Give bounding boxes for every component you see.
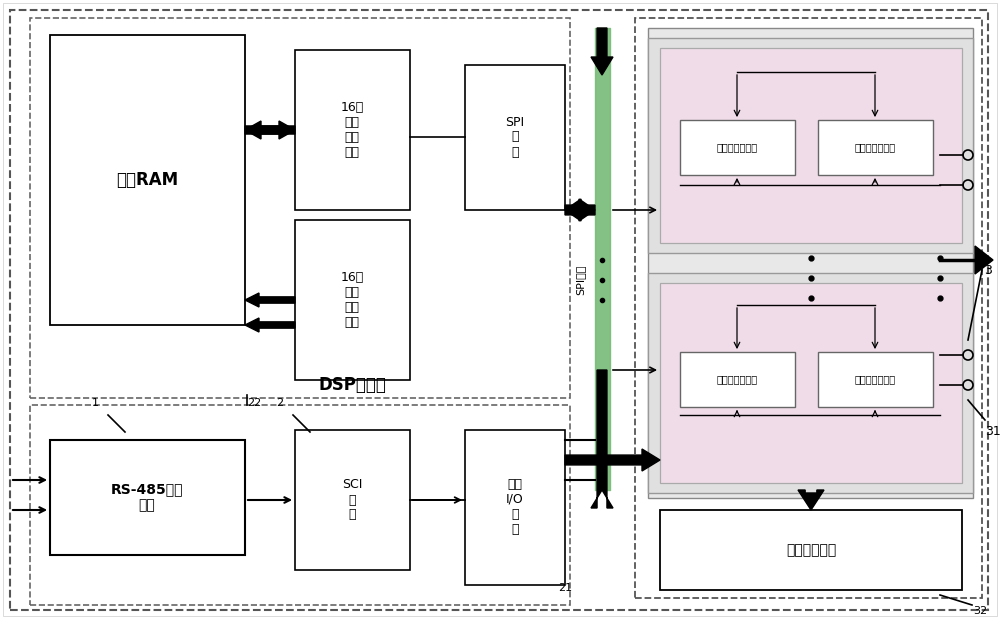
FancyBboxPatch shape: [818, 120, 933, 175]
FancyBboxPatch shape: [660, 48, 962, 243]
Text: 31: 31: [985, 425, 1000, 438]
Text: 译码选择电路: 译码选择电路: [786, 543, 836, 557]
Text: 片外RAM: 片外RAM: [116, 171, 178, 189]
Polygon shape: [975, 246, 993, 274]
Text: SPI总线: SPI总线: [575, 265, 585, 295]
Text: DSP控制器: DSP控制器: [318, 376, 386, 394]
Polygon shape: [245, 318, 295, 332]
FancyBboxPatch shape: [680, 120, 795, 175]
Text: 22: 22: [247, 398, 261, 408]
FancyBboxPatch shape: [295, 220, 410, 380]
Text: 第一数字电位器: 第一数字电位器: [716, 142, 758, 152]
FancyBboxPatch shape: [50, 35, 245, 325]
FancyBboxPatch shape: [30, 405, 570, 605]
FancyBboxPatch shape: [648, 38, 973, 253]
Text: 32: 32: [973, 606, 987, 616]
Polygon shape: [591, 370, 613, 508]
Text: RS-485转换
电路: RS-485转换 电路: [111, 482, 183, 512]
Text: SCI
接
口: SCI 接 口: [342, 478, 362, 521]
FancyBboxPatch shape: [648, 273, 973, 493]
FancyBboxPatch shape: [818, 352, 933, 407]
Text: 通用
I/O
接
口: 通用 I/O 接 口: [506, 478, 524, 536]
Text: 16位
数据
总线
接口: 16位 数据 总线 接口: [340, 101, 364, 159]
Text: 第一数字电位器: 第一数字电位器: [716, 374, 758, 384]
Polygon shape: [798, 490, 824, 510]
FancyBboxPatch shape: [660, 283, 962, 483]
Polygon shape: [565, 199, 595, 221]
FancyBboxPatch shape: [295, 50, 410, 210]
FancyBboxPatch shape: [30, 18, 570, 398]
Text: 3: 3: [984, 264, 992, 277]
Text: 第二数字电位器: 第二数字电位器: [854, 374, 896, 384]
FancyBboxPatch shape: [295, 430, 410, 570]
FancyBboxPatch shape: [680, 352, 795, 407]
Text: SPI
接
口: SPI 接 口: [505, 116, 525, 158]
Text: 第二数字电位器: 第二数字电位器: [854, 142, 896, 152]
Polygon shape: [245, 293, 295, 307]
FancyBboxPatch shape: [660, 510, 962, 590]
Text: 16位
地址
总线
接口: 16位 地址 总线 接口: [340, 271, 364, 329]
Polygon shape: [565, 449, 660, 471]
Text: 21: 21: [558, 583, 572, 593]
Text: 2: 2: [276, 398, 284, 408]
FancyBboxPatch shape: [635, 18, 982, 598]
Polygon shape: [245, 121, 295, 139]
FancyBboxPatch shape: [10, 10, 988, 610]
Polygon shape: [591, 28, 613, 75]
Polygon shape: [565, 199, 595, 221]
FancyBboxPatch shape: [465, 430, 565, 585]
Polygon shape: [245, 121, 295, 139]
FancyBboxPatch shape: [648, 28, 973, 498]
FancyBboxPatch shape: [50, 440, 245, 555]
Text: 1: 1: [92, 398, 98, 408]
FancyBboxPatch shape: [465, 65, 565, 210]
